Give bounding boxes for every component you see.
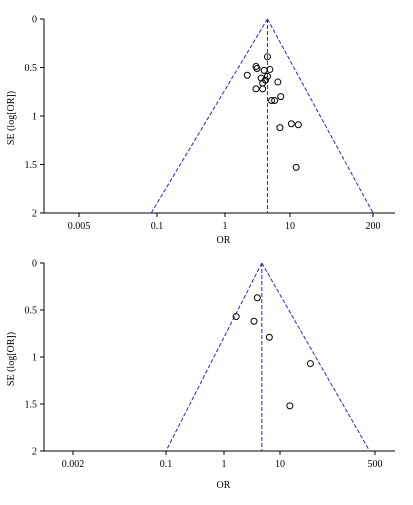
panel1-study-point: [271, 96, 279, 104]
panel1-y-tick-label: 2: [32, 209, 37, 220]
panel1-x-tick-label: 10: [285, 221, 295, 232]
panel1-study-point: [268, 96, 276, 104]
panel1-x-tick-label: 0.005: [68, 221, 91, 232]
panel2-x-tick-label: 0.1: [160, 459, 173, 470]
panel1-study-point: [277, 93, 285, 101]
panel2-x-tick-label: 0.002: [62, 459, 85, 470]
panel1-study-point: [287, 120, 295, 128]
panel1-x-tick-label: 1: [223, 221, 228, 232]
panel1-study-point: [259, 85, 267, 93]
panel2-y-tick-label: 2: [32, 447, 37, 458]
panel1-study-point: [243, 71, 251, 79]
panel1-study-point: [252, 85, 260, 93]
panel1-x-tick-label: 0.1: [151, 221, 164, 232]
panel2-y-tick-label: 0.5: [25, 306, 38, 317]
panel1-study-point: [263, 53, 271, 61]
panel1-y-tick-label: 0: [32, 15, 37, 26]
panel1-study-point: [263, 72, 271, 80]
panel2-study-point: [265, 333, 273, 341]
panel2-x-tick-label: 500: [368, 459, 383, 470]
panel2-y-axis-label: SE (log[OR]): [6, 332, 17, 386]
panel2-x-tick-label: 1: [222, 459, 227, 470]
panel1-study-point: [257, 74, 265, 82]
panel1-y-axis-label: SE (log[OR]): [6, 91, 17, 145]
panel1-study-point: [253, 64, 261, 72]
panel1-x-tick-label: 200: [366, 221, 381, 232]
panel1-funnel-left-line: [150, 18, 268, 214]
panel2-x-axis-label: OR: [217, 480, 231, 491]
panel2-study-point: [250, 317, 258, 325]
panel2-study-point: [306, 360, 314, 368]
panel2-y-tick-label: 0: [32, 259, 37, 270]
panel2-study-point: [286, 402, 294, 410]
panel1-study-point: [292, 163, 300, 171]
panel2-y-tick-label: 1: [32, 353, 37, 364]
panel1-study-point: [294, 121, 302, 129]
panel1-study-point: [274, 78, 282, 86]
panel2-funnel-left-line: [165, 262, 263, 452]
panel2-funnel-right-line: [261, 262, 371, 452]
panel2-study-point: [232, 313, 240, 321]
panel1-y-tick-label: 0.5: [25, 63, 38, 74]
panel1-y-tick-label: 1: [32, 112, 37, 123]
panel1-y-tick-label: 1.5: [25, 160, 38, 171]
panel1-study-point: [276, 124, 284, 132]
panel1-funnel-right-line: [267, 18, 374, 214]
panel1-x-axis-label: OR: [217, 235, 231, 246]
panel2-y-tick-label: 1.5: [25, 400, 38, 411]
panel2-study-point: [253, 294, 261, 302]
panel2-x-tick-label: 10: [275, 459, 285, 470]
panel1-study-point: [260, 66, 268, 74]
